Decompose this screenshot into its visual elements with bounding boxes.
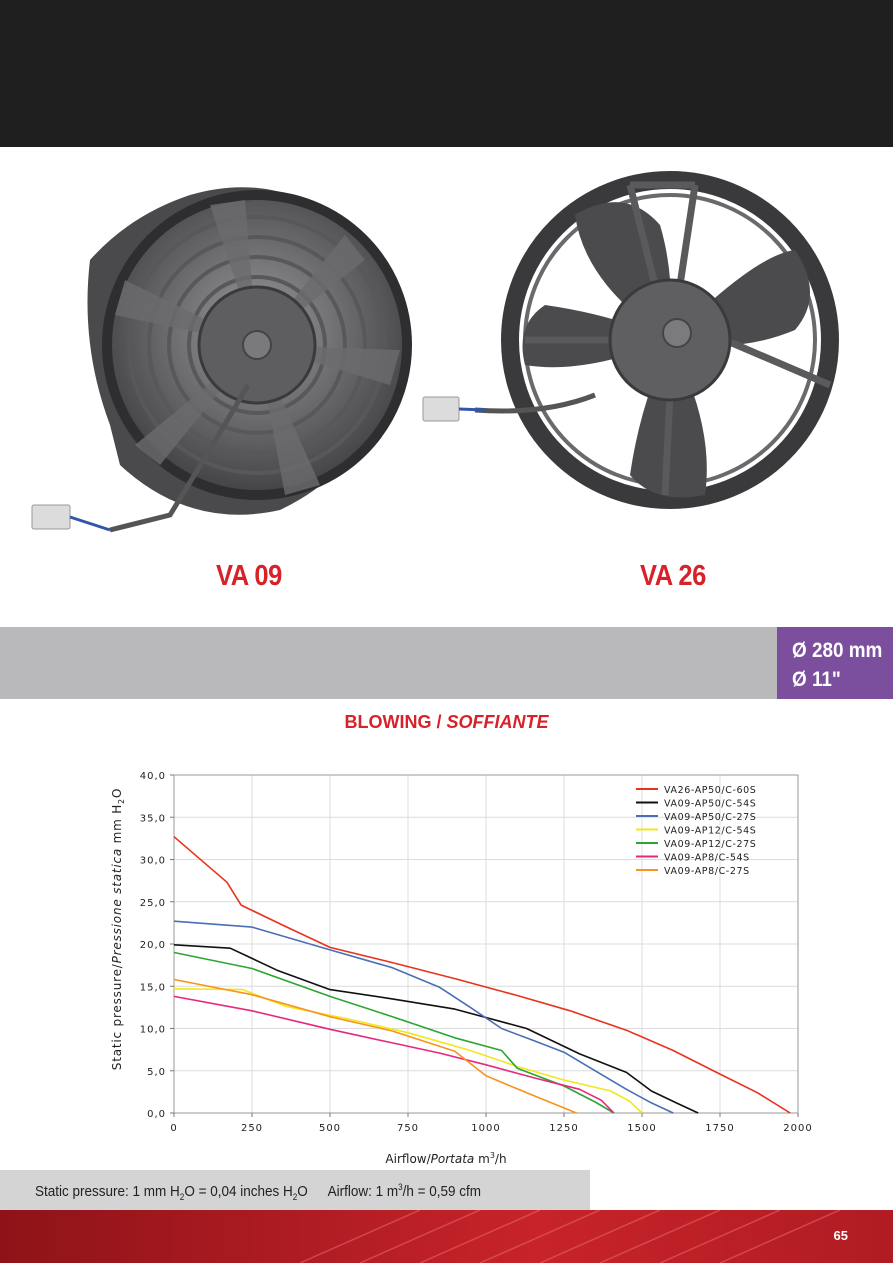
legend-label: VA09-AP12/C-54S: [664, 826, 756, 837]
x-tick-label: 250: [241, 1123, 263, 1134]
chart-title: BLOWING / SOFFIANTE: [0, 712, 893, 733]
x-axis-label: Airflow/Portata m3/h: [385, 1151, 506, 1166]
legend-label: VA09-AP50/C-27S: [664, 812, 756, 823]
x-tick-label: 1750: [705, 1123, 734, 1134]
series-lines: [173, 836, 791, 1114]
model-label-va09: VA 09: [216, 560, 282, 592]
diameter-mm: Ø 280 mm: [792, 639, 883, 662]
x-tick-label: 1250: [549, 1123, 578, 1134]
legend-label: VA09-AP8/C-27S: [664, 866, 750, 877]
series-line-va09-ap50-c-27s: [173, 920, 674, 1114]
legend: VA26-AP50/C-60S VA09-AP50/C-54S VA09-AP50/…: [636, 785, 756, 877]
fan-va09-image: [20, 165, 415, 555]
y-tick-label: 15,0: [140, 982, 166, 993]
x-tick-label: 1000: [471, 1123, 500, 1134]
performance-chart: 0,0 5,0 10,0 15,0 20,0 25,0 30,0 35,0 40,0 0 250 5…: [110, 771, 812, 1166]
series-line-va09-ap50-c-54s: [173, 944, 699, 1114]
y-tick-label: 5,0: [147, 1067, 166, 1078]
y-ticks: 0,0 5,0 10,0 15,0 20,0 25,0 30,0 35,0 40,0: [140, 771, 174, 1120]
y-tick-label: 0,0: [147, 1109, 166, 1120]
x-ticks: 0 250 500 750 1000 1250 1500 1750 2000: [170, 1113, 812, 1134]
diameter-inch: Ø 11": [792, 668, 841, 691]
spec-band: [0, 627, 777, 699]
series-line-va26-ap50-c-60s: [173, 836, 791, 1114]
page-number: 65: [833, 1228, 848, 1243]
conversion-note: Static pressure: 1 mm H2O = 0,04 inches …: [35, 1182, 482, 1202]
x-tick-label: 0: [170, 1123, 177, 1134]
conversion-band: [0, 1170, 590, 1210]
bottom-decor-band: [0, 1210, 893, 1263]
x-tick-label: 1500: [627, 1123, 656, 1134]
y-tick-label: 10,0: [140, 1025, 166, 1036]
x-tick-label: 750: [397, 1123, 419, 1134]
diameter-badge: Ø 280 mm Ø 11": [777, 627, 893, 699]
model-label-va26: VA 26: [640, 560, 706, 592]
fan-va26-image: [415, 165, 860, 535]
chart-title-italic: SOFFIANTE: [446, 712, 549, 732]
series-line-va09-ap12-c-27s: [173, 951, 615, 1114]
series-line-va09-ap8-c-54s: [173, 995, 615, 1114]
x-tick-label: 2000: [783, 1123, 812, 1134]
y-tick-label: 35,0: [140, 813, 166, 824]
y-tick-label: 40,0: [140, 771, 166, 782]
legend-label: VA09-AP12/C-27S: [664, 839, 756, 850]
x-tick-label: 500: [319, 1123, 341, 1134]
legend-label: VA09-AP8/C-54S: [664, 853, 750, 864]
y-tick-label: 20,0: [140, 940, 166, 951]
legend-label: VA09-AP50/C-54S: [664, 799, 756, 810]
chart-title-main: BLOWING /: [344, 712, 447, 732]
y-tick-label: 25,0: [140, 898, 166, 909]
legend-label: VA26-AP50/C-60S: [664, 785, 756, 796]
y-axis-label: Static pressure/Pressione statica mm H2O: [110, 788, 126, 1070]
top-banner: [0, 0, 893, 147]
y-tick-label: 30,0: [140, 856, 166, 867]
series-line-va09-ap8-c-27s: [173, 978, 577, 1114]
